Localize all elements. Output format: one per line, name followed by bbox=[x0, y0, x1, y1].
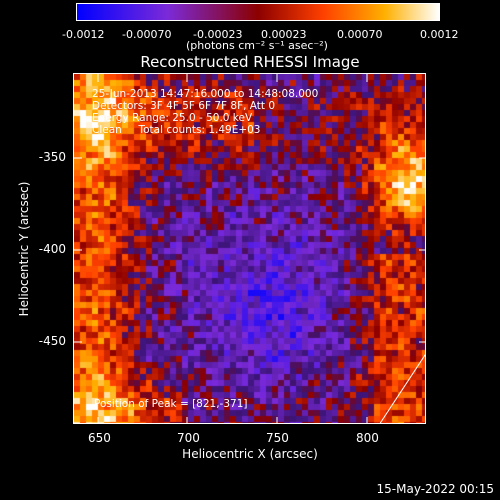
colorbar-tick: -0.00070 bbox=[122, 28, 172, 41]
detectors-label: Detectors: 3F 4F 5F 6F 7F 8F, Att 0 bbox=[92, 100, 276, 112]
colorbar bbox=[76, 3, 440, 21]
time-range-label: 25-Jun-2013 14:47:16.000 to 14:48:08.000 bbox=[92, 88, 319, 100]
y-tick: -400 bbox=[38, 242, 66, 256]
colorbar-tick: 0.00023 bbox=[261, 28, 307, 41]
render-timestamp: 15-May-2022 00:15 bbox=[376, 482, 494, 496]
peak-position-label: Position of Peak = [821,-371] bbox=[94, 398, 248, 410]
colorbar-tick: 0.00070 bbox=[337, 28, 383, 41]
colorbar-gradient bbox=[77, 4, 439, 20]
colorbar-units: (photons cm⁻² s⁻¹ asec⁻²) bbox=[186, 39, 328, 52]
x-tick: 650 bbox=[88, 431, 111, 445]
x-tick: 700 bbox=[177, 431, 200, 445]
y-tick: -350 bbox=[38, 150, 66, 164]
colorbar-tick: -0.00023 bbox=[193, 28, 243, 41]
tick-marks bbox=[74, 74, 425, 423]
x-tick: 750 bbox=[266, 431, 289, 445]
colorbar-tick: 0.0012 bbox=[420, 28, 459, 41]
rhessi-image-map bbox=[74, 74, 425, 423]
colorbar-tick: -0.0012 bbox=[62, 28, 105, 41]
y-tick: -450 bbox=[38, 334, 66, 348]
x-tick: 800 bbox=[356, 431, 379, 445]
clean-counts-label: Clean Total counts: 1.49E+03 bbox=[92, 124, 261, 136]
plot-title: Reconstructed RHESSI Image bbox=[140, 53, 360, 71]
y-axis-label: Heliocentric Y (arcsec) bbox=[17, 181, 31, 317]
energy-range-label: Energy Range: 25.0 - 50.0 keV bbox=[92, 112, 253, 124]
image-plot-area[interactable]: 25-Jun-2013 14:47:16.000 to 14:48:08.000… bbox=[73, 73, 426, 424]
x-axis-label: Heliocentric X (arcsec) bbox=[182, 447, 318, 461]
